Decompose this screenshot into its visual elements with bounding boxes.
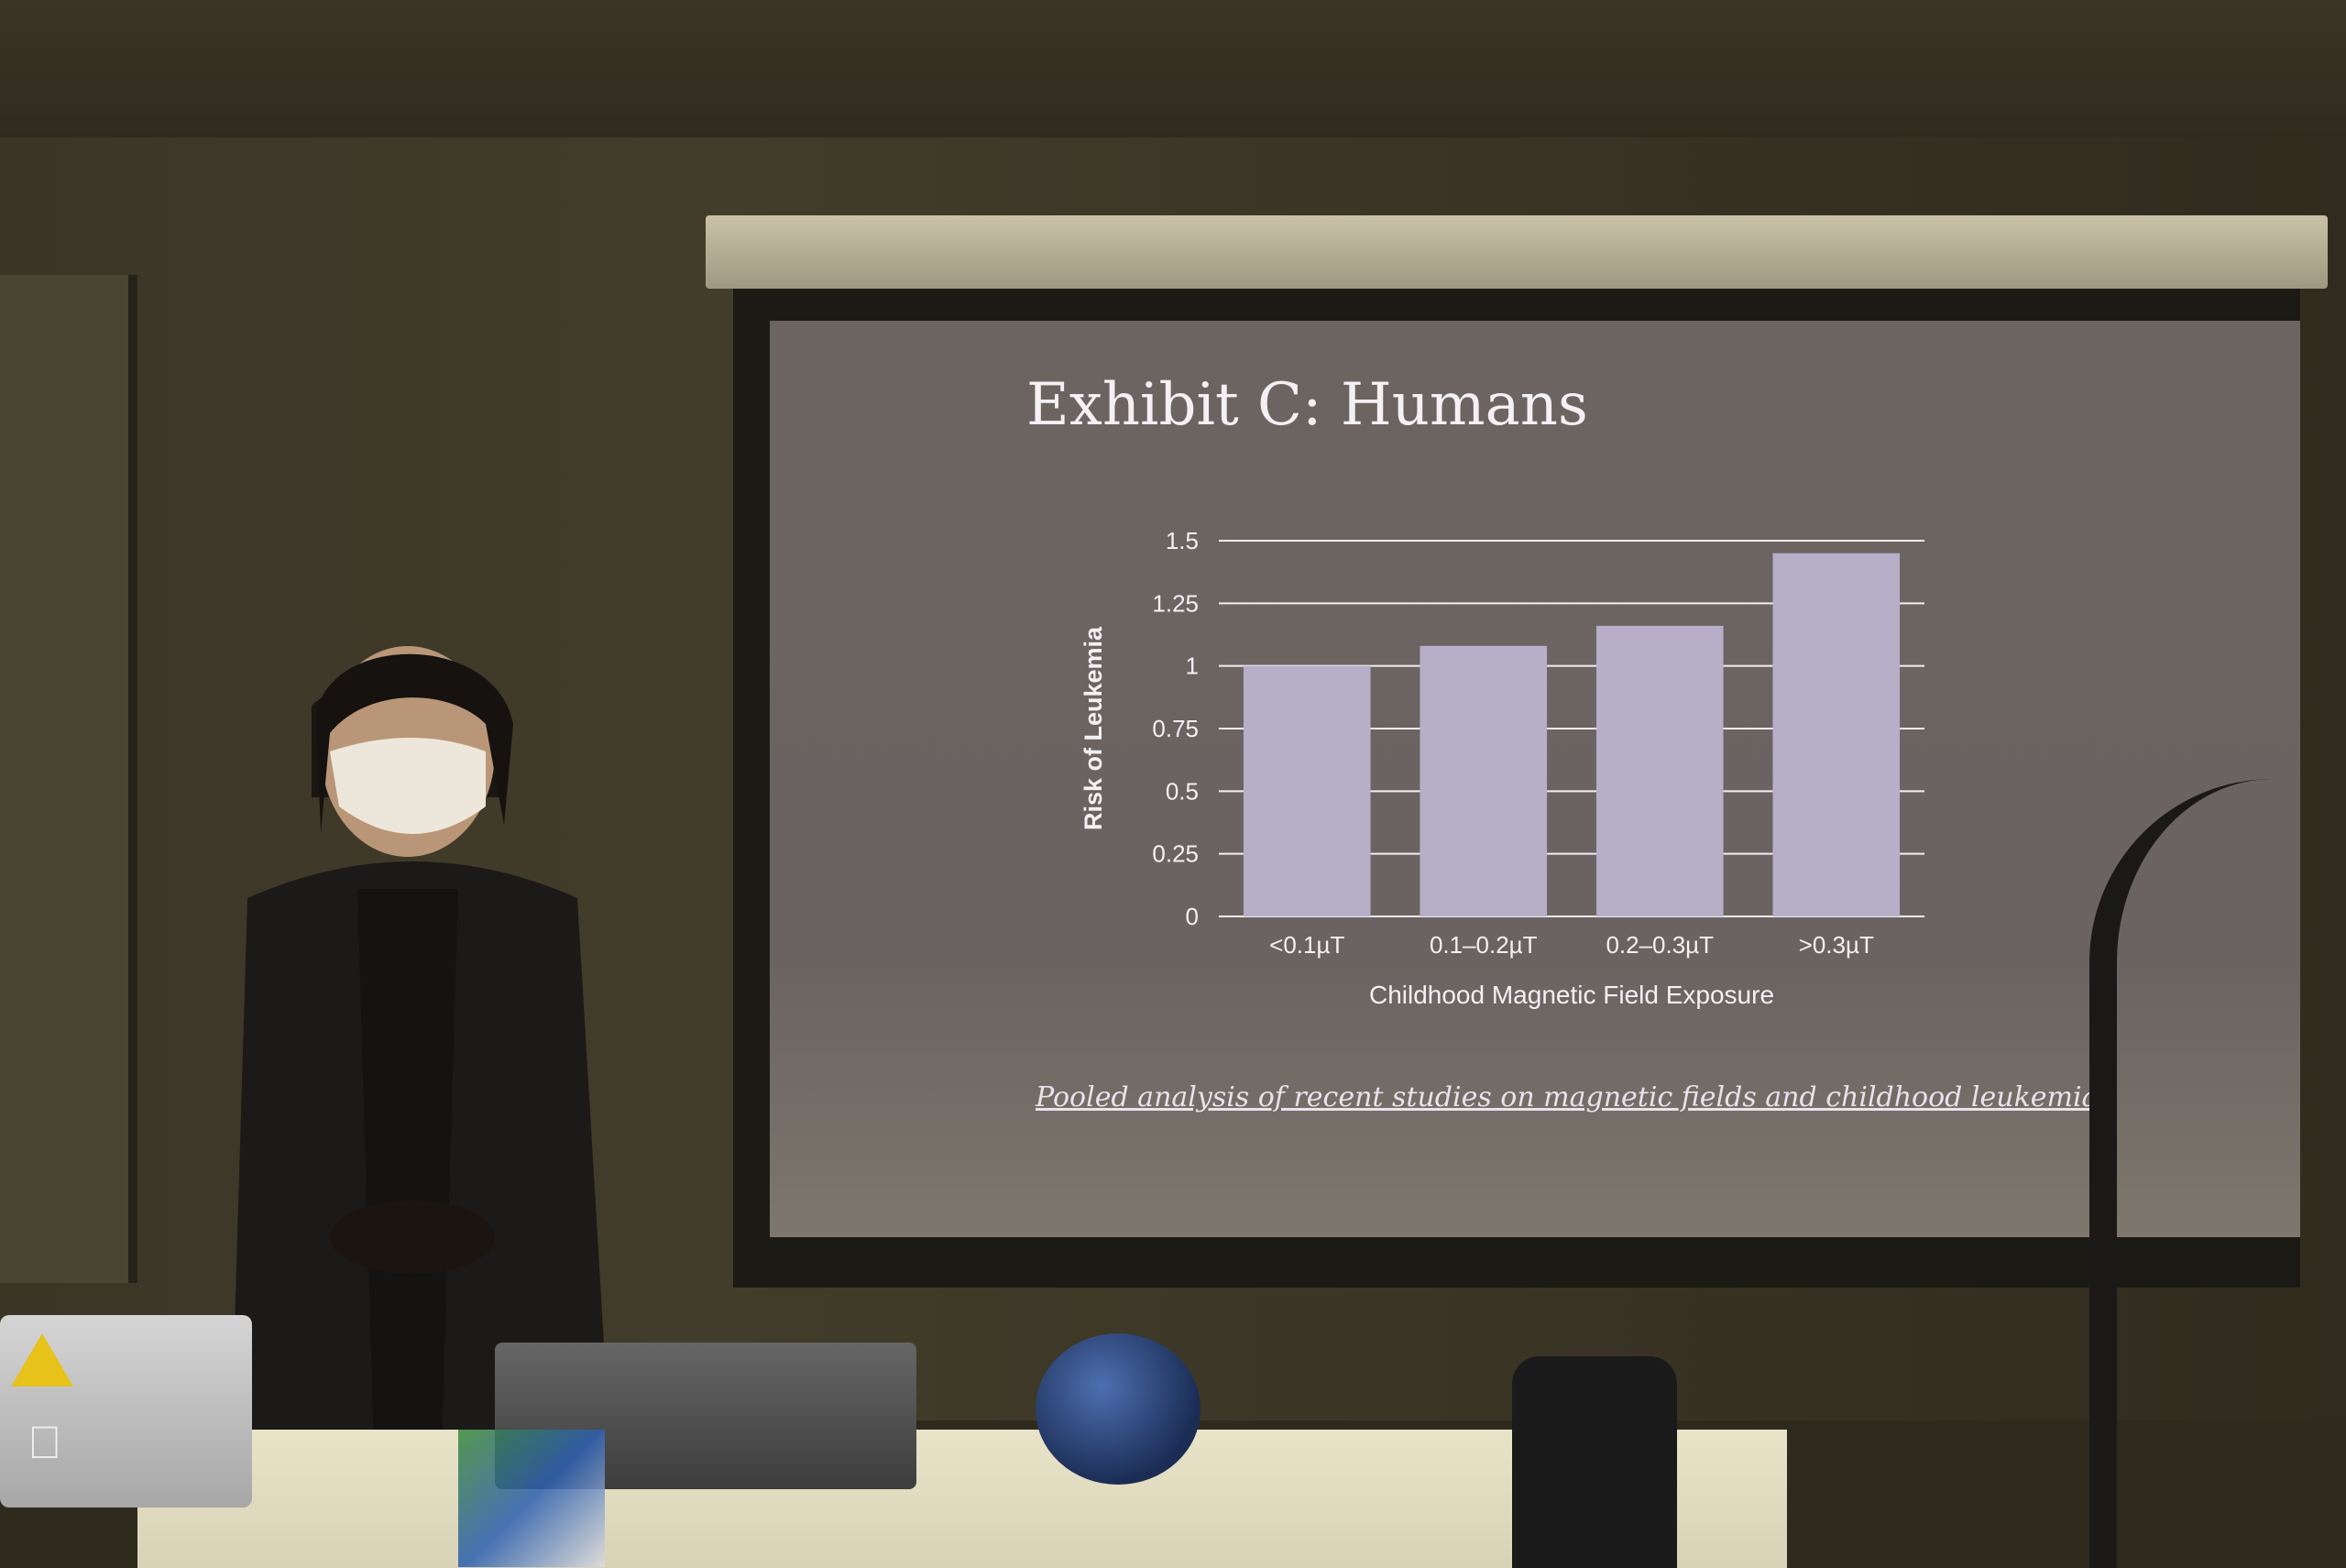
x-tick-label: 0.2–0.3µT [1606,931,1714,959]
ceiling [0,0,2346,137]
y-tick-label: 1.25 [1152,589,1199,617]
x-tick-label: 0.1–0.2µT [1430,931,1538,959]
y-axis-label: Risk of Leukemia [1080,626,1107,830]
x-axis-label: Childhood Magnetic Field Exposure [1369,981,1774,1009]
slide-title: Exhibit C: Humans [1026,371,1588,439]
apple-logo-icon:  [27,1416,62,1469]
y-tick-label: 0.25 [1152,840,1199,868]
bar [1595,625,1724,916]
y-tick-label: 0.5 [1166,777,1199,805]
projection-screen: Exhibit C: Humans 0 0.25 0.5 0.75 1 1.25 1.5 <0… [770,321,2300,1237]
laptop:  [0,1315,252,1508]
x-tick-label: >0.3µT [1799,931,1874,959]
projector-screen-case [706,215,2328,289]
warning-sticker-icon [11,1333,73,1387]
y-tick-label: 0.75 [1152,715,1199,742]
puzzle-cube [458,1430,605,1567]
bar [1243,665,1371,916]
bar-chart: 0 0.25 0.5 0.75 1 1.25 1.5 <0.1µT 0.1–0.2µT 0.2–0… [1080,527,1924,1009]
whiteboard [0,275,137,1283]
chair [1512,1356,1677,1568]
slide-caption: Pooled analysis of recent studies on mag… [1036,1081,2099,1113]
y-tick-label: 0 [1186,903,1199,930]
y-tick-label: 1.5 [1166,527,1199,554]
bar [1420,645,1548,916]
dome-object [1036,1333,1200,1485]
bar [1772,553,1901,916]
cable [2089,779,2346,1568]
y-tick-label: 1 [1186,652,1199,680]
x-tick-label: <0.1µT [1269,931,1344,959]
